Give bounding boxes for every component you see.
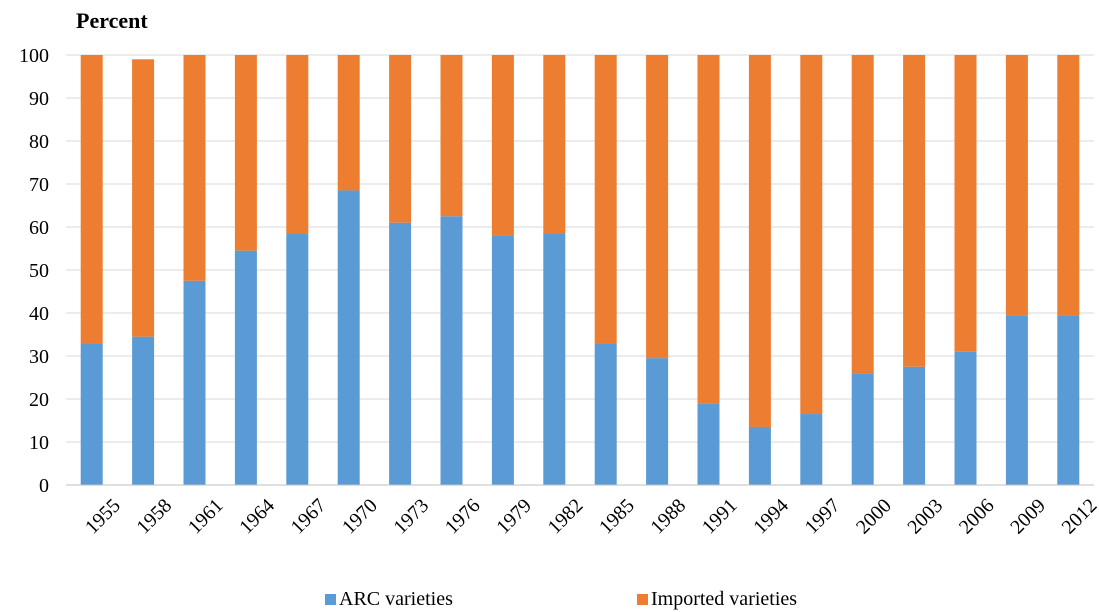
bar-arc-1964 [234,250,257,485]
x-tick-label: 1958 [132,495,176,539]
bar-arc-2000 [851,373,874,485]
legend-item-arc: ARC varieties [325,588,453,611]
bar-arc-1991 [697,403,720,485]
x-tick-label: 2009 [1006,495,1050,539]
gridlines [66,54,1094,443]
bar-arc-1976 [440,216,463,485]
y-tick-label: 80 [29,131,49,153]
y-tick-label: 40 [29,303,49,325]
x-tick-label: 2006 [955,495,999,539]
bar-imported-1982 [543,55,566,234]
y-tick-label: 10 [29,432,49,454]
bar-imported-2003 [903,55,926,367]
bar-arc-2006 [954,351,977,485]
bar-imported-1991 [697,55,720,404]
y-tick-label: 30 [29,346,49,368]
x-tick-label: 1973 [389,495,433,539]
x-tick-label: 1979 [492,495,536,539]
bar-arc-1955 [80,343,103,485]
legend-label-imported: Imported varieties [651,588,798,610]
bar-arc-1979 [491,235,514,485]
bar-arc-1970 [337,190,360,485]
bar-imported-1967 [286,55,309,234]
bar-arc-1994 [748,426,771,485]
x-tick-label: 1967 [287,495,331,539]
y-tick-label: 100 [19,45,49,67]
bar-imported-1994 [748,55,771,427]
bar-imported-1985 [594,55,617,344]
legend: ARC varieties Imported varieties [0,588,1099,610]
bars [80,55,1080,485]
legend-label-arc: ARC varieties [339,588,453,610]
bar-imported-2000 [851,55,874,374]
bar-arc-1958 [132,336,155,485]
x-tick-label: 1976 [441,495,485,539]
bar-imported-2009 [1005,55,1028,316]
bar-imported-1964 [234,55,257,251]
bar-imported-1976 [440,55,463,217]
bar-imported-1958 [132,59,155,337]
bar-imported-1979 [491,55,514,236]
bar-arc-1988 [646,358,669,485]
x-tick-label: 2003 [903,495,947,539]
y-tick-label: 60 [29,217,49,239]
bar-arc-1973 [389,222,412,485]
bar-imported-2012 [1057,55,1080,316]
x-tick-label: 2000 [852,495,896,539]
x-tick-label: 2012 [1058,495,1099,539]
y-tick-label: 70 [29,174,49,196]
y-tick-label: 50 [29,260,49,282]
y-axis-ticks: 0 10 20 30 40 50 60 70 80 90 100 [19,45,49,497]
bar-arc-1985 [594,343,617,485]
y-tick-label: 0 [39,475,49,497]
x-tick-label: 1997 [801,495,845,539]
x-tick-label: 1991 [698,495,742,539]
bar-imported-1961 [183,55,206,281]
bar-arc-1961 [183,280,206,485]
legend-swatch-arc [325,594,336,605]
bar-imported-1973 [389,55,412,223]
bar-arc-2003 [903,366,926,485]
y-tick-label: 20 [29,389,49,411]
x-axis-ticks: 1955 1958 1961 1964 1967 1970 1973 1976 1979 1982… [81,495,1099,539]
legend-item-imported: Imported varieties [637,588,797,611]
y-axis-title: Percent [76,8,148,33]
bar-imported-2006 [954,55,977,352]
x-tick-label: 1982 [544,495,588,539]
bar-imported-1955 [80,55,103,344]
y-tick-label: 90 [29,88,49,110]
bar-imported-1970 [337,55,360,191]
x-tick-label: 1994 [749,495,793,539]
bar-imported-1997 [800,55,823,415]
bar-imported-1988 [646,55,669,359]
x-tick-label: 1964 [235,495,279,539]
x-tick-label: 1985 [595,495,639,539]
x-tick-label: 1961 [184,495,228,539]
bar-arc-2009 [1005,315,1028,485]
x-tick-label: 1970 [338,495,382,539]
bar-arc-2012 [1057,315,1080,485]
legend-swatch-imported [637,594,648,605]
x-tick-label: 1988 [646,495,690,539]
bar-arc-1982 [543,233,566,485]
bar-arc-1967 [286,233,309,485]
x-tick-label: 1955 [81,495,125,539]
bar-arc-1997 [800,414,823,485]
